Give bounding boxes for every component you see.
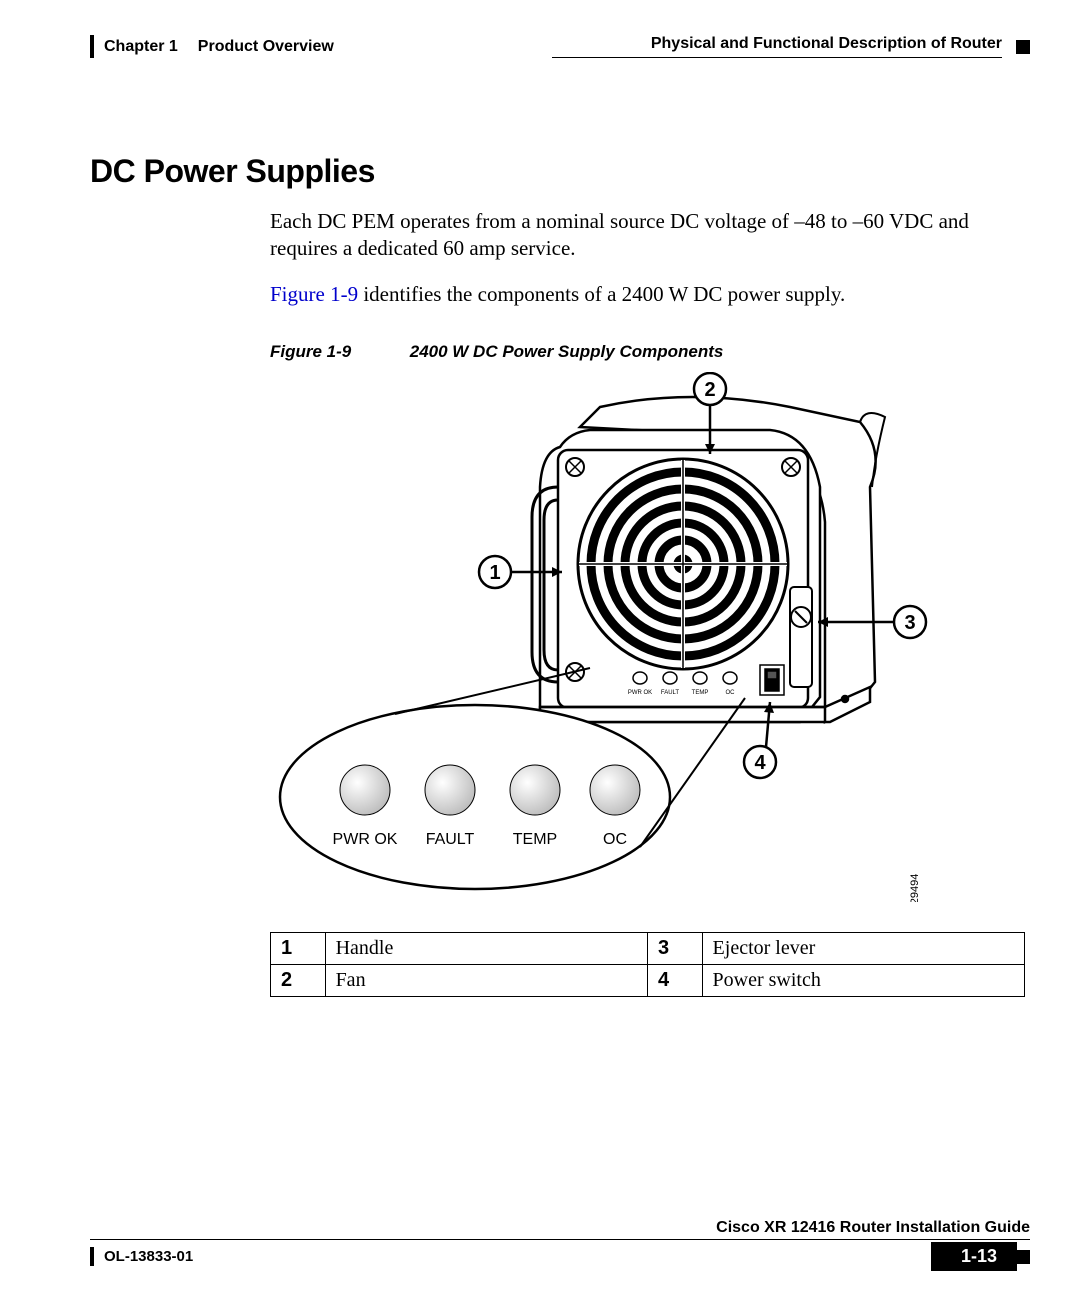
header-right: Physical and Functional Description of R… [538, 35, 1030, 58]
section-title-header: Physical and Functional Description of R… [538, 35, 1002, 53]
callout-table: 1 Handle 3 Ejector lever 2 Fan 4 Power s… [270, 932, 1025, 997]
table-row: 2 Fan 4 Power switch [271, 964, 1025, 996]
footer-square-icon [1016, 1250, 1030, 1264]
led-small-3: TEMP [692, 690, 709, 696]
cell-label: Power switch [702, 964, 1024, 996]
cell-label: Ejector lever [702, 932, 1024, 964]
header-left: Chapter 1 Product Overview [90, 35, 334, 58]
figure-title: 2400 W DC Power Supply Components [410, 342, 724, 361]
footer-docnum: OL-13833-01 [104, 1248, 193, 1265]
figure-caption: Figure 1-9 2400 W DC Power Supply Compon… [270, 342, 1030, 362]
cell-num: 3 [647, 932, 702, 964]
header-line-icon [552, 57, 1002, 58]
callout-2: 2 [704, 379, 715, 401]
chapter-label: Chapter 1 [104, 38, 178, 56]
cell-label: Fan [325, 964, 647, 996]
paragraph-2-rest: identifies the components of a 2400 W DC… [358, 282, 845, 306]
header-square-icon [1016, 40, 1030, 54]
page-footer: Cisco XR 12416 Router Installation Guide… [90, 1219, 1030, 1271]
chapter-title: Product Overview [198, 38, 334, 56]
led-small-4: OC [726, 690, 736, 696]
callout-1: 1 [489, 562, 500, 584]
cell-num: 4 [647, 964, 702, 996]
led-big-3: TEMP [513, 831, 557, 848]
paragraph-2: Figure 1-9 identifies the components of … [270, 281, 1000, 308]
led-big-2: FAULT [426, 831, 475, 848]
section-heading: DC Power Supplies [90, 153, 1030, 190]
callout-3: 3 [904, 612, 915, 634]
footer-line-icon [90, 1239, 1030, 1240]
led-big-4: OC [603, 831, 627, 848]
page: Chapter 1 Product Overview Physical and … [0, 0, 1080, 1311]
cell-num: 2 [271, 964, 326, 996]
cell-num: 1 [271, 932, 326, 964]
header-rule-icon [90, 35, 94, 58]
footer-guide-title: Cisco XR 12416 Router Installation Guide [90, 1219, 1030, 1237]
cell-label: Handle [325, 932, 647, 964]
page-number: 1-13 [931, 1242, 1017, 1271]
led-small-1: PWR OK [628, 690, 652, 696]
led-small-2: FAULT [661, 690, 680, 696]
footer-rule-icon [90, 1247, 94, 1266]
paragraph-1: Each DC PEM operates from a nominal sour… [270, 208, 1000, 263]
figure-number: Figure 1-9 [270, 342, 405, 362]
image-id: 129494 [909, 874, 921, 902]
footer-left: OL-13833-01 [90, 1247, 193, 1266]
callout-4: 4 [754, 752, 766, 774]
page-header: Chapter 1 Product Overview Physical and … [90, 35, 1030, 95]
figure-diagram: PWR OK FAULT TEMP OC [270, 372, 930, 902]
footer-right: 1-13 [931, 1242, 1030, 1271]
figure-link[interactable]: Figure 1-9 [270, 282, 358, 306]
table-row: 1 Handle 3 Ejector lever [271, 932, 1025, 964]
led-big-1: PWR OK [333, 831, 398, 848]
